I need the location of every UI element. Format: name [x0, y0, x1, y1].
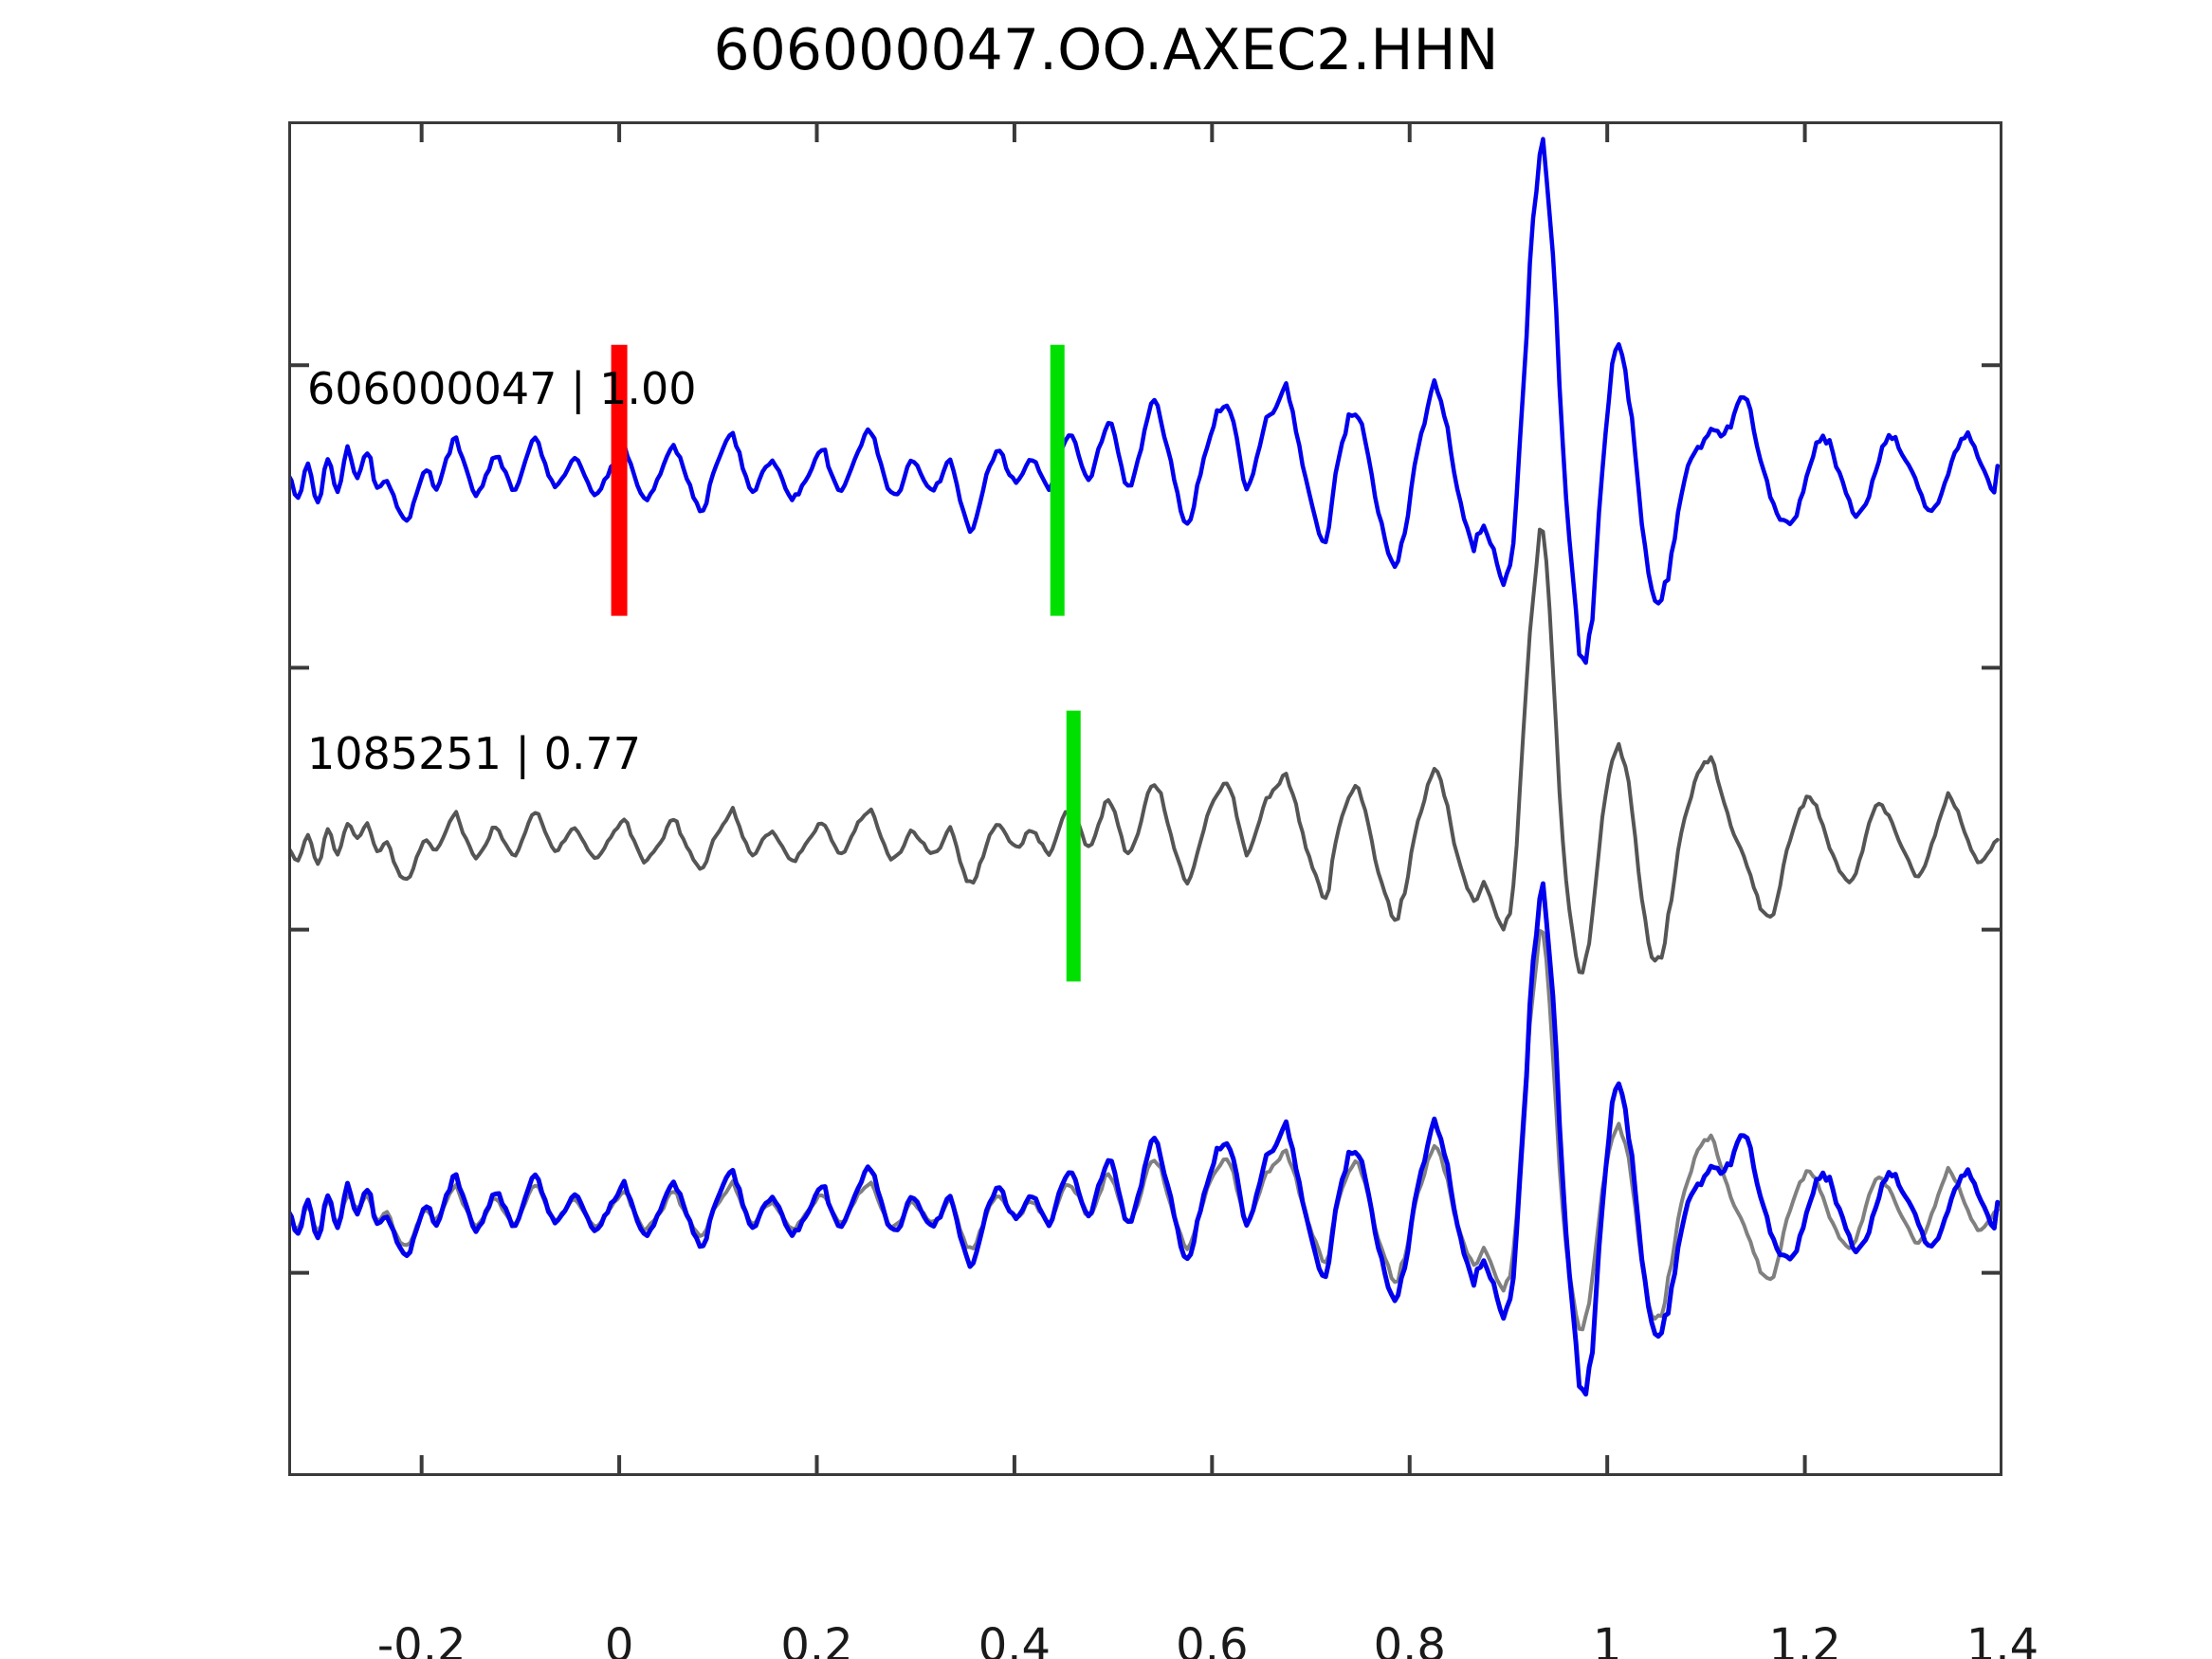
x-tick-label: 0.4 [978, 1619, 1051, 1659]
marker-group [611, 344, 1081, 982]
x-tick-label: 0.6 [1176, 1619, 1249, 1659]
x-tick-label: -0.2 [376, 1619, 466, 1659]
trace-group-template [288, 137, 2001, 665]
y-tick-group [288, 363, 2002, 1275]
template-trace-line [288, 137, 2001, 665]
template-trace-label: 606000047 | 1.00 [307, 363, 697, 414]
x-tick-label: 1 [1592, 1619, 1622, 1659]
overlay-detection-line [288, 928, 2000, 1332]
x-tick-label: 0.2 [780, 1619, 853, 1659]
detection-trace-label: 1085251 | 0.77 [307, 728, 642, 779]
x-tick-group [419, 121, 2002, 1476]
overlay-template-line [288, 881, 2001, 1397]
trace-group-overlay [288, 881, 2001, 1397]
page-title: 606000047.OO.AXEC2.HHN [713, 17, 1499, 83]
detection-trace-line [288, 527, 2000, 975]
x-tick-label: 0 [604, 1619, 634, 1659]
x-tick-label: 0.8 [1373, 1619, 1446, 1659]
x-tick-label: 1.4 [1965, 1619, 2039, 1659]
waveform-plot [288, 121, 2002, 1476]
plot-area: 606000047 | 1.00 1085251 | 0.77 -0.2 0 0.2… [288, 121, 2038, 1659]
x-tick-label: 1.2 [1768, 1619, 1841, 1659]
trace-group-detection [288, 527, 2000, 975]
